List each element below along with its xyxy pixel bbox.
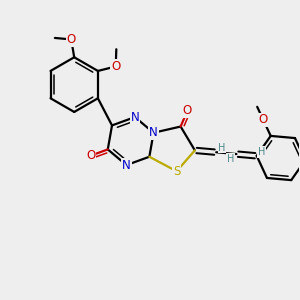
Text: H: H	[258, 147, 265, 157]
Text: O: O	[259, 113, 268, 126]
Text: O: O	[67, 33, 76, 46]
Text: N: N	[149, 126, 158, 139]
Text: S: S	[173, 165, 180, 178]
Text: O: O	[183, 104, 192, 117]
Text: O: O	[86, 149, 96, 162]
Text: O: O	[111, 60, 120, 73]
Text: N: N	[130, 111, 139, 124]
Text: H: H	[227, 154, 234, 164]
Text: N: N	[122, 159, 131, 172]
Text: H: H	[218, 143, 226, 153]
